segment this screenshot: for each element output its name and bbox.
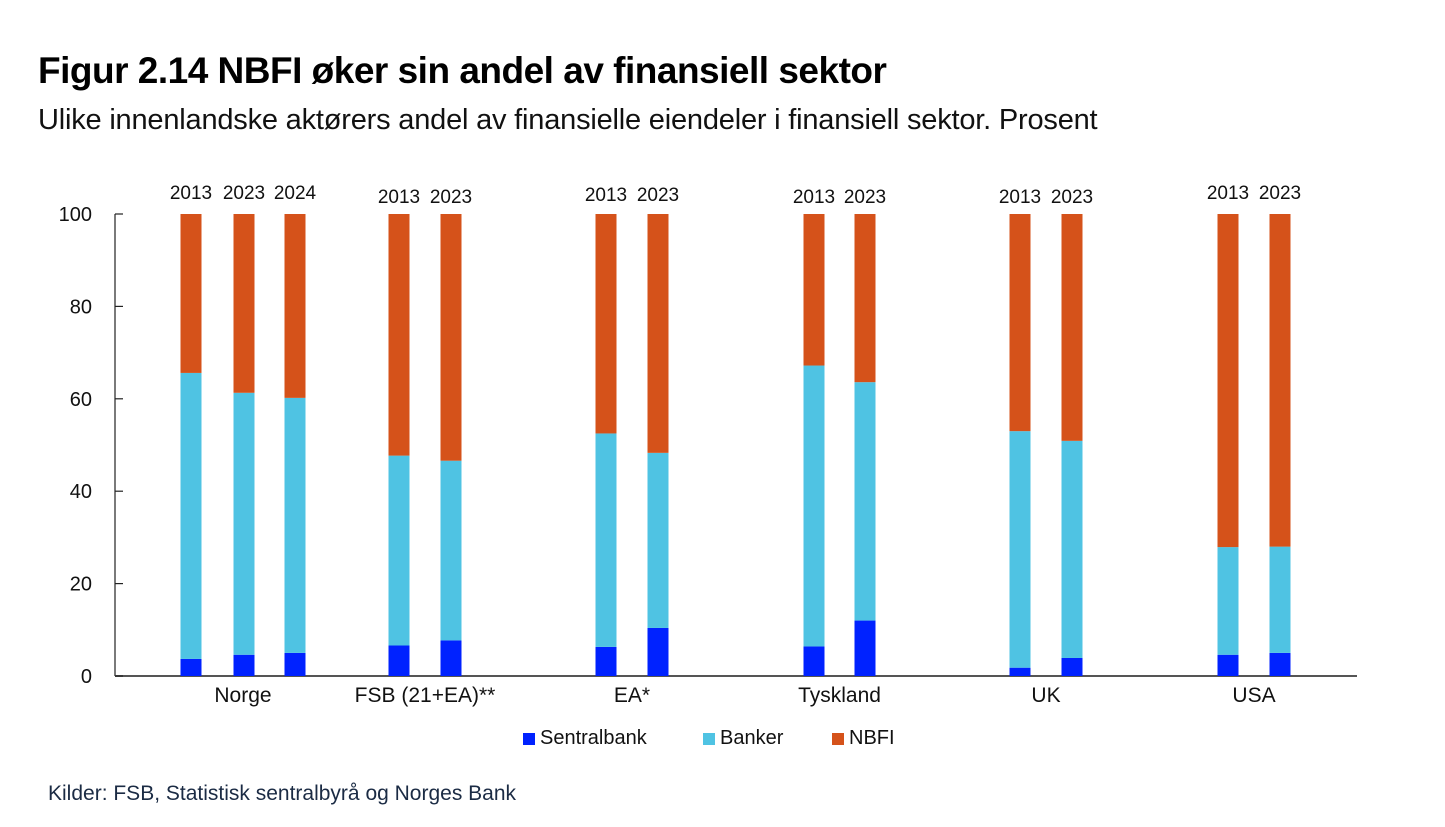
year-label: 2013 — [170, 183, 212, 204]
year-label: 2023 — [430, 187, 472, 208]
bar-segment-banker — [647, 452, 669, 628]
y-tick-label: 60 — [70, 389, 92, 411]
legend-swatch — [523, 732, 535, 745]
bar-segment-sentralbank — [1269, 652, 1291, 676]
y-tick-label: 20 — [70, 574, 92, 596]
year-label: 2023 — [844, 187, 886, 208]
bar-segment-nbfi — [1269, 214, 1291, 547]
bar-segment-banker — [1217, 547, 1239, 655]
bar-segment-nbfi — [440, 214, 462, 461]
bar-segment-banker — [388, 455, 410, 646]
y-tick-label: 100 — [59, 204, 92, 226]
bar-segment-nbfi — [1061, 214, 1083, 441]
bar-segment-sentralbank — [440, 640, 462, 676]
bar-segment-banker — [1061, 440, 1083, 658]
legend: Sentralbank Banker NBFI — [0, 727, 1445, 753]
bar-segment-banker — [440, 460, 462, 641]
year-label: 2023 — [1259, 183, 1301, 204]
year-label: 2023 — [637, 185, 679, 206]
bar-segment-banker — [233, 392, 255, 655]
bar-segment-nbfi — [1009, 214, 1031, 432]
category-label: UK — [1031, 684, 1060, 707]
bar-segment-sentralbank — [647, 627, 669, 676]
y-tick-label: 0 — [81, 666, 92, 688]
y-tick-label: 40 — [70, 481, 92, 503]
bar-segment-nbfi — [388, 214, 410, 456]
year-label: 2013 — [999, 187, 1041, 208]
bar-segment-sentralbank — [1061, 657, 1083, 676]
bar-segment-nbfi — [647, 214, 669, 453]
bar-segment-sentralbank — [1009, 667, 1031, 676]
bar-segment-nbfi — [284, 214, 306, 398]
year-label: 2013 — [378, 187, 420, 208]
bar-segment-sentralbank — [854, 620, 876, 676]
legend-label: Sentralbank — [540, 727, 647, 749]
bar-segment-banker — [595, 433, 617, 647]
bar-segment-nbfi — [854, 214, 876, 383]
legend-item-nbfi: NBFI — [832, 727, 895, 750]
bar-segment-nbfi — [233, 214, 255, 393]
year-label: 2013 — [1207, 183, 1249, 204]
legend-swatch — [832, 732, 844, 745]
year-label: 2023 — [223, 183, 265, 204]
bar-segment-nbfi — [595, 214, 617, 434]
bar-segment-sentralbank — [284, 652, 306, 676]
bar-segment-nbfi — [180, 214, 202, 373]
bar-segment-sentralbank — [180, 658, 202, 676]
bar-segment-banker — [1269, 546, 1291, 653]
category-label: USA — [1232, 684, 1275, 707]
chart-title: Figur 2.14 NBFI øker sin andel av finans… — [38, 50, 887, 91]
legend-label: Banker — [720, 727, 784, 749]
y-tick-label: 80 — [70, 296, 92, 318]
category-label: Tyskland — [798, 684, 881, 707]
year-label: 2013 — [793, 187, 835, 208]
category-label: EA* — [614, 684, 650, 707]
legend-swatch — [703, 732, 715, 745]
bar-segment-sentralbank — [803, 646, 825, 676]
bar-segment-nbfi — [803, 214, 825, 366]
bar-segment-banker — [180, 372, 202, 659]
bar-segment-banker — [854, 382, 876, 621]
bar-segment-nbfi — [1217, 214, 1239, 548]
bar-segment-banker — [1009, 431, 1031, 668]
legend-item-banker: Banker — [703, 727, 783, 750]
bars — [180, 214, 1291, 676]
bar-segment-banker — [284, 397, 306, 653]
category-label: FSB (21+EA)** — [355, 684, 496, 707]
bar-segment-sentralbank — [1217, 654, 1239, 676]
year-label: 2024 — [274, 183, 317, 204]
axes: 0 20 40 60 80 100 — [59, 204, 1357, 688]
source-note: Kilder: FSB, Statistisk sentralbyrå og N… — [48, 782, 517, 805]
bar-segment-sentralbank — [595, 646, 617, 676]
category-label: Norge — [214, 684, 271, 707]
chart-subtitle: Ulike innenlandske aktørers andel av fin… — [38, 104, 1098, 136]
legend-item-sentralbank: Sentralbank — [523, 727, 647, 750]
legend-label: NBFI — [849, 727, 895, 749]
labels: 2013 2023 2024 Norge 2013 2023 FSB (21+EA)** 20… — [170, 183, 1301, 707]
year-label: 2023 — [1051, 187, 1093, 208]
bar-segment-sentralbank — [388, 645, 410, 676]
year-label: 2013 — [585, 185, 627, 206]
bar-segment-banker — [803, 365, 825, 647]
bar-segment-sentralbank — [233, 654, 255, 676]
